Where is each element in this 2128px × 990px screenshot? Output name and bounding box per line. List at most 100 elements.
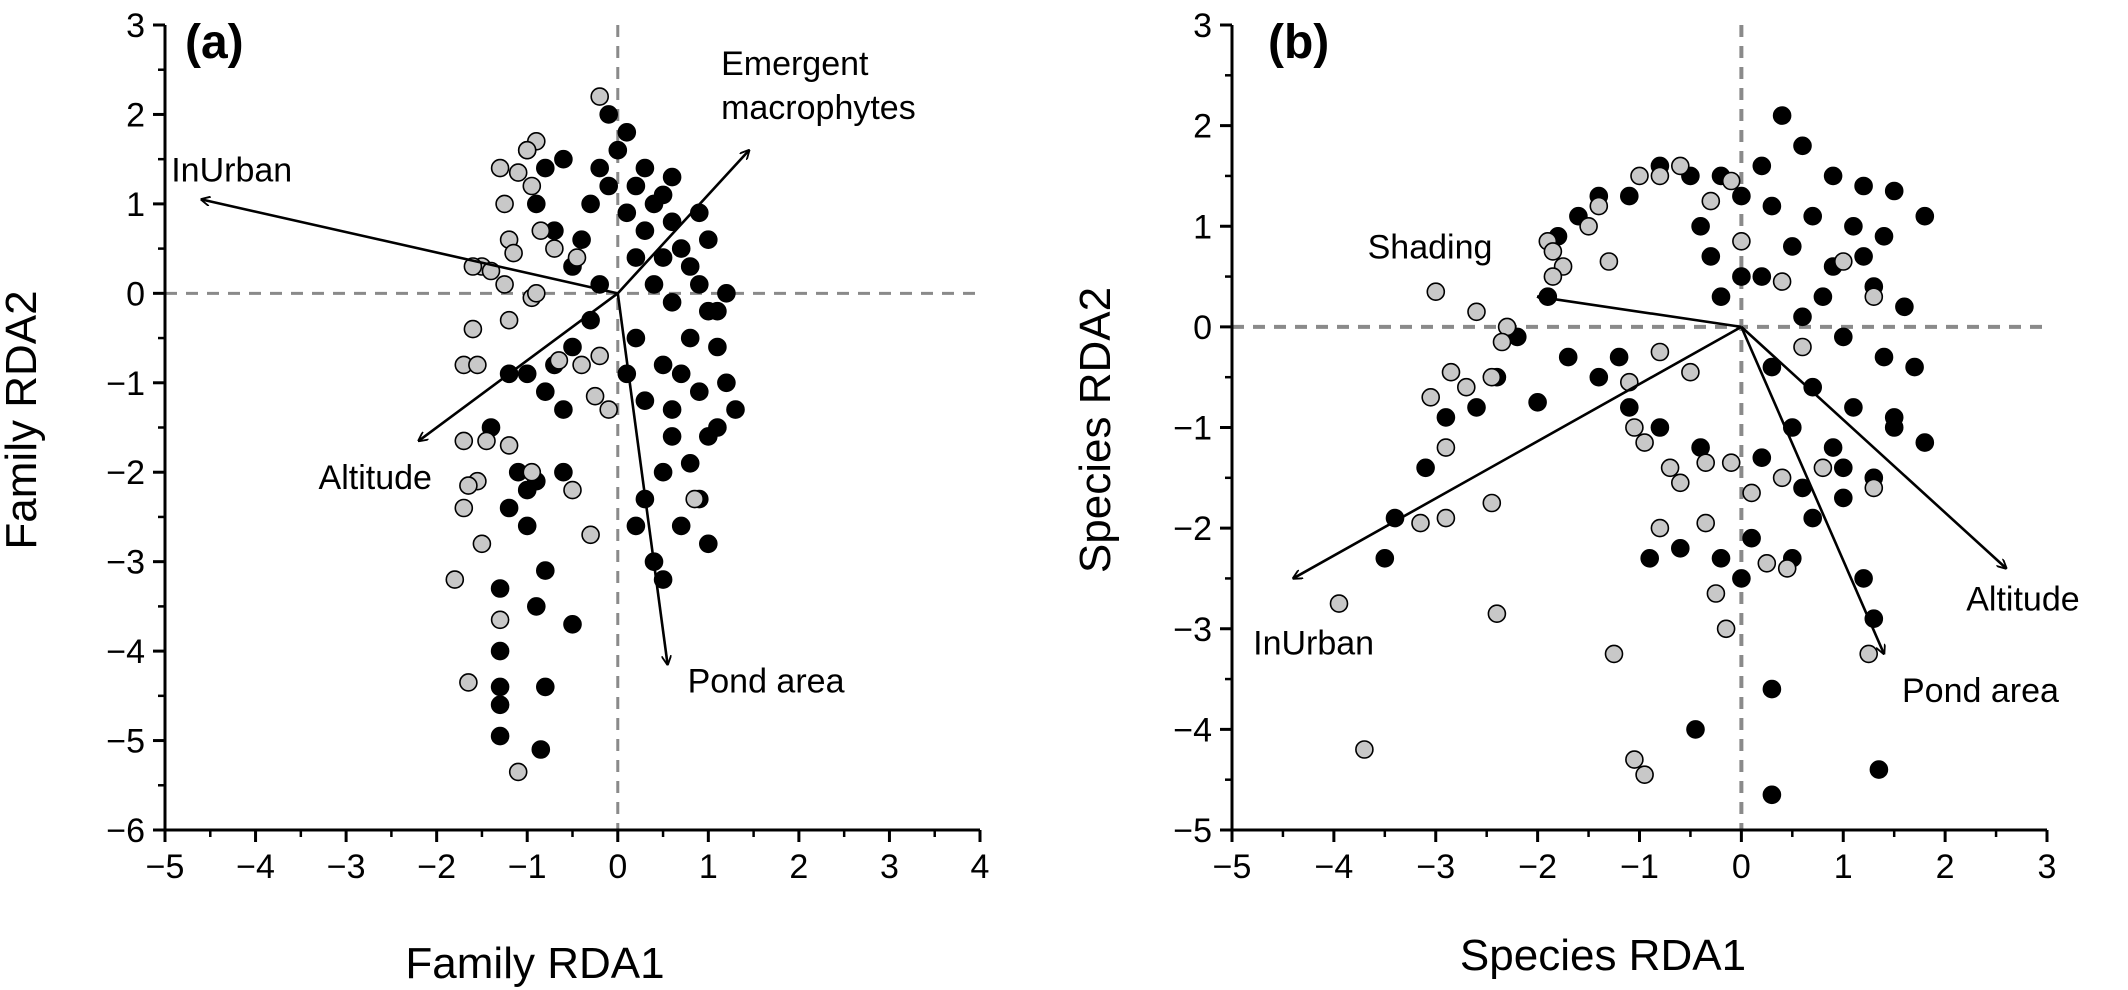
data-point-black bbox=[1803, 508, 1822, 528]
data-point-grey bbox=[459, 476, 478, 495]
data-point-grey bbox=[1671, 156, 1690, 176]
data-point-black bbox=[554, 462, 573, 482]
data-point-black bbox=[1905, 357, 1924, 377]
data-point-black bbox=[680, 328, 700, 348]
data-point-black bbox=[1803, 206, 1822, 226]
data-point-grey bbox=[1813, 458, 1833, 478]
data-point-black bbox=[526, 597, 546, 616]
data-point-black bbox=[689, 275, 709, 294]
data-point-black bbox=[653, 462, 673, 482]
data-point-grey bbox=[1492, 332, 1512, 352]
data-point-black bbox=[608, 140, 628, 160]
data-point-grey bbox=[1671, 473, 1690, 493]
data-point-black bbox=[1772, 106, 1792, 125]
arrow-pond-area bbox=[1740, 326, 1884, 654]
data-point-black bbox=[1869, 760, 1889, 779]
y-tick-label: 3 bbox=[126, 7, 145, 45]
data-point-black bbox=[563, 337, 582, 357]
data-point-grey bbox=[1732, 232, 1751, 251]
panel-b-species-rda: (b) −5 −4 −3 −2 −1 0 1 2 3 3 2 1 0 −1 −2 −3 −4 −5 Shading… bbox=[1071, 7, 2080, 980]
data-point-grey bbox=[1482, 367, 1502, 387]
data-point-grey bbox=[581, 525, 600, 545]
data-point-grey bbox=[1696, 453, 1715, 473]
data-point-black bbox=[1732, 186, 1751, 206]
data-point-grey bbox=[1411, 513, 1430, 533]
data-point-grey bbox=[477, 431, 496, 451]
data-point-black bbox=[717, 283, 736, 303]
arrow-label-line: Pond area bbox=[1902, 672, 2059, 710]
data-point-grey bbox=[1620, 372, 1639, 392]
arrow-label-line: Shading bbox=[1368, 229, 1493, 267]
data-point-grey bbox=[549, 351, 569, 370]
data-point-grey bbox=[1681, 362, 1700, 382]
data-point-grey bbox=[445, 570, 465, 589]
data-point-black bbox=[1844, 398, 1863, 417]
data-point-black bbox=[689, 382, 709, 402]
data-point-black bbox=[653, 248, 673, 267]
data-point-grey bbox=[454, 498, 474, 518]
data-point-black bbox=[1823, 438, 1843, 457]
panel-b-y-axis-title: Species RDA2 bbox=[1071, 287, 1120, 573]
data-point-black bbox=[1701, 247, 1721, 266]
data-point-black bbox=[590, 158, 610, 178]
x-tick-label: −5 bbox=[1213, 848, 1252, 886]
data-point-black bbox=[662, 292, 682, 312]
data-point-grey bbox=[1777, 559, 1797, 578]
arrow-label-line: Altitude bbox=[1966, 580, 2079, 618]
data-point-grey bbox=[1635, 765, 1654, 785]
x-tick-label: 2 bbox=[1936, 848, 1955, 886]
x-tick-label: 0 bbox=[1732, 848, 1751, 886]
panel-a-arrow-labels: InUrban Altitude Pond area Emergent macrophy… bbox=[171, 45, 916, 700]
data-point-grey bbox=[572, 355, 591, 375]
data-point-grey bbox=[1457, 377, 1476, 397]
arrow-shading bbox=[1538, 297, 1742, 329]
data-point-grey bbox=[1859, 644, 1878, 664]
data-point-grey bbox=[454, 431, 474, 451]
data-point-black bbox=[708, 301, 727, 321]
data-point-grey bbox=[1650, 518, 1670, 538]
arrow-label-line: InUrban bbox=[171, 151, 292, 189]
data-point-black bbox=[1793, 136, 1812, 156]
data-point-grey bbox=[1650, 342, 1670, 362]
data-point-grey bbox=[1599, 252, 1619, 271]
data-point-grey bbox=[1701, 191, 1721, 211]
data-point-grey bbox=[508, 163, 528, 182]
arrow-label-pond-area: Pond area bbox=[688, 663, 845, 701]
data-point-grey bbox=[1467, 302, 1486, 322]
data-point-grey bbox=[685, 489, 705, 509]
data-point-black bbox=[680, 453, 700, 473]
data-point-black bbox=[1375, 548, 1395, 568]
data-point-black bbox=[662, 212, 682, 232]
data-point-black bbox=[517, 364, 537, 384]
data-point-grey bbox=[1757, 553, 1777, 573]
panel-b-biplot-arrows bbox=[1293, 297, 2006, 654]
data-point-black bbox=[517, 516, 537, 536]
data-point-grey bbox=[526, 283, 546, 303]
data-point-black bbox=[1711, 548, 1731, 568]
data-point-black bbox=[635, 158, 655, 178]
data-point-grey bbox=[499, 436, 519, 455]
y-tick-label: −1 bbox=[1173, 410, 1212, 448]
data-point-grey bbox=[1579, 217, 1598, 236]
arrow-emergent-macrophytes bbox=[616, 150, 749, 295]
data-point-black bbox=[1834, 327, 1853, 347]
data-point-black bbox=[1732, 569, 1751, 588]
arrow-pond-area bbox=[616, 293, 668, 664]
arrow-label-altitude: Altitude bbox=[1966, 580, 2079, 618]
y-tick-label: −3 bbox=[106, 544, 145, 582]
arrow-label-inurban: InUrban bbox=[1253, 624, 1374, 662]
x-tick-label: −5 bbox=[146, 848, 185, 886]
data-point-black bbox=[680, 257, 700, 276]
data-point-black bbox=[1762, 679, 1782, 699]
data-point-black bbox=[490, 677, 510, 697]
y-tick-label: −4 bbox=[106, 633, 145, 671]
data-point-black bbox=[535, 382, 555, 402]
data-point-black bbox=[662, 400, 682, 419]
data-point-black bbox=[1620, 398, 1639, 417]
panel-b-arrow-labels: Shading InUrban Pond area Altitude bbox=[1253, 229, 2080, 710]
data-point-black bbox=[1854, 176, 1873, 196]
data-point-black bbox=[698, 534, 718, 554]
data-point-black bbox=[717, 373, 736, 393]
